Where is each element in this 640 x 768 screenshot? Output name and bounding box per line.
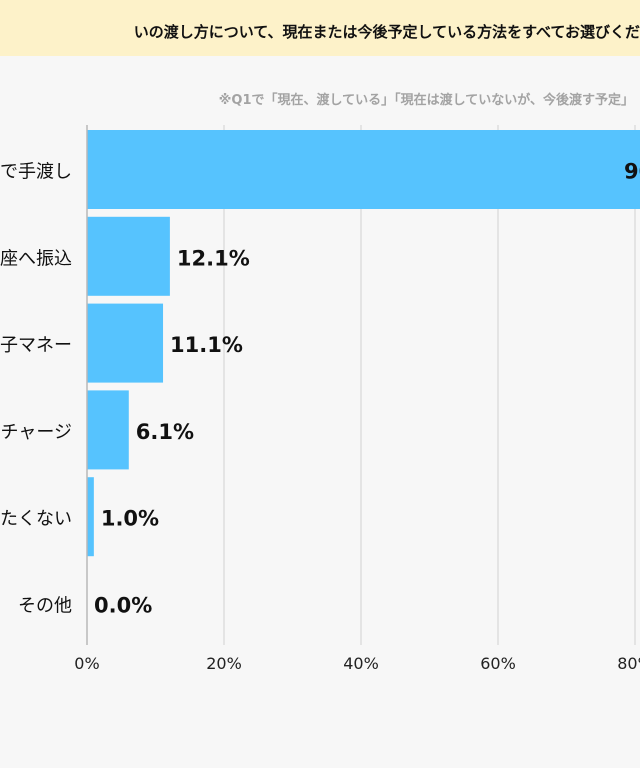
bar [87, 303, 164, 383]
category-label: 子マネー [0, 335, 72, 356]
value-label: 1.0% [101, 507, 159, 531]
value-label: 11.1% [170, 333, 243, 357]
x-tick-label: 20% [206, 654, 242, 673]
value-label: 90 [624, 160, 640, 184]
x-tick-label: 60% [480, 654, 516, 673]
value-label: 12.1% [177, 246, 250, 270]
bar [87, 390, 129, 470]
bar [87, 477, 94, 557]
category-label: たくない [0, 509, 72, 530]
category-label: その他 [18, 596, 72, 617]
category-label: チャージ [1, 422, 72, 443]
chart-subtitle: ※Q1で「現在、渡している」「現在は渡していないが、今後渡す予定」 [218, 93, 634, 108]
category-label: で手渡し [0, 162, 72, 183]
value-label: 6.1% [136, 420, 194, 444]
bar [87, 130, 640, 209]
category-label: 座へ振込 [0, 248, 72, 269]
x-tick-label: 80% [617, 654, 640, 673]
value-label: 0.0% [94, 594, 152, 618]
x-tick-label: 0% [74, 654, 99, 673]
title-banner: いの渡し方について、現在または今後予定している方法をすべてお選びくだ [0, 0, 640, 56]
chart-title: いの渡し方について、現在または今後予定している方法をすべてお選びくだ [133, 23, 640, 41]
x-tick-label: 40% [343, 654, 379, 673]
bar [87, 216, 170, 296]
